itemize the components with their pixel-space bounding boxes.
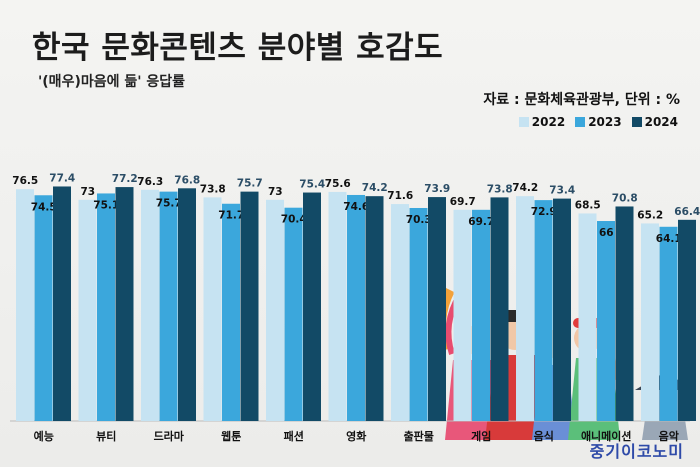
bar-2024-드라마 [178, 188, 196, 421]
bar-2024-음식 [553, 198, 571, 421]
data-label-2023-웹툰: 71.7 [218, 210, 244, 222]
bar-2023-영화 [347, 194, 365, 421]
bar-2023-예능 [34, 195, 53, 421]
category-label-패션: 패션 [284, 429, 304, 443]
data-label-2022-음식: 74.2 [512, 182, 538, 194]
category-label-애니메이션: 애니메이션 [581, 429, 632, 443]
bar-2024-예능 [53, 186, 71, 421]
category-label-음악: 음악 [659, 430, 679, 443]
legend: 2022 2023 2024 [518, 115, 678, 129]
data-label-2022-웹툰: 73.8 [200, 183, 226, 195]
legend-swatch-2022 [518, 117, 529, 127]
bar-2024-출판물 [428, 197, 446, 421]
data-label-2023-패션: 70.4 [281, 214, 307, 226]
data-label-2023-예능: 74.5 [31, 201, 57, 213]
bar-2024-애니메이션 [615, 206, 634, 421]
legend-label-2022: 2022 [531, 115, 566, 129]
data-label-2024-웹툰: 75.7 [237, 178, 263, 190]
data-label-2024-출판물: 73.9 [424, 183, 450, 195]
bar-2022-드라마 [141, 189, 159, 421]
data-label-2024-드라마: 76.8 [174, 174, 200, 186]
bar-2022-영화 [328, 191, 347, 421]
data-label-2024-예능: 77.4 [49, 172, 75, 184]
legend-swatch-2023 [575, 117, 586, 127]
bar-2022-예능 [16, 189, 34, 421]
data-label-2023-음식: 72.9 [531, 206, 557, 218]
data-label-2023-출판물: 70.3 [406, 214, 432, 226]
bar-2022-웹툰 [203, 197, 222, 421]
category-label-영화: 영화 [346, 429, 366, 443]
legend-label-2023: 2023 [588, 115, 622, 129]
bar-2022-뷰티 [78, 199, 97, 421]
bar-2024-웹툰 [240, 191, 259, 421]
data-label-2022-예능: 76.5 [12, 175, 38, 187]
category-label-게임: 게임 [471, 429, 491, 443]
data-label-2022-게임: 69.7 [450, 196, 476, 208]
bar-2023-음악 [659, 226, 678, 421]
bar-2023-게임 [472, 209, 490, 421]
chart-title: 한국 문화콘텐츠 분야별 호감도 [32, 30, 444, 66]
bar-2024-음악 [678, 219, 696, 421]
legend-label-2024: 2024 [644, 115, 678, 129]
data-label-2023-뷰티: 75.1 [93, 199, 119, 211]
category-label-음식: 음식 [534, 429, 554, 443]
category-label-뷰티: 뷰티 [96, 429, 116, 443]
bar-2022-애니메이션 [578, 213, 597, 421]
legend-item-2024: 2024 [631, 115, 678, 129]
bar-2022-음식 [516, 196, 534, 421]
data-label-2023-드라마: 75.7 [156, 198, 182, 210]
bar-2024-게임 [490, 197, 509, 421]
data-label-2022-드라마: 76.3 [137, 176, 163, 188]
data-label-2024-음식: 73.4 [549, 185, 575, 197]
category-label-예능: 예능 [34, 429, 54, 443]
legend-item-2022: 2022 [518, 115, 566, 129]
data-label-2024-뷰티: 77.2 [112, 173, 138, 185]
category-label-출판물: 출판물 [404, 429, 434, 443]
bar-2023-드라마 [159, 191, 178, 421]
category-label-드라마: 드라마 [154, 429, 185, 443]
data-label-2024-영화: 74.2 [362, 182, 388, 194]
bar-2023-패션 [284, 207, 303, 421]
bar-2023-출판물 [409, 207, 428, 421]
bar-2022-음악 [641, 223, 659, 421]
brand-logo: 중기이코노미 [589, 442, 684, 461]
data-label-2024-게임: 73.8 [487, 183, 513, 195]
data-label-2022-음악: 65.2 [637, 209, 663, 221]
bar-2022-출판물 [391, 204, 409, 421]
bar-2023-뷰티 [97, 193, 115, 421]
bar-2023-애니메이션 [597, 221, 615, 421]
data-label-2022-애니메이션: 68.5 [575, 199, 601, 211]
data-label-2022-출판물: 71.6 [387, 190, 413, 202]
data-label-2022-영화: 75.6 [325, 178, 351, 190]
data-label-2023-게임: 69.7 [468, 216, 494, 228]
bar-2022-패션 [266, 199, 284, 421]
source-note: 자료 : 문화체육관광부, 단위 : % [483, 92, 680, 108]
bar-2024-뷰티 [115, 187, 134, 421]
data-label-2024-음악: 66.4 [674, 206, 700, 218]
bar-2023-웹툰 [222, 203, 240, 421]
data-label-2024-패션: 75.4 [299, 179, 325, 191]
legend-item-2023: 2023 [575, 115, 622, 129]
category-label-웹툰: 웹툰 [221, 429, 241, 443]
bar-2022-게임 [453, 209, 472, 421]
legend-swatch-2024 [631, 117, 642, 127]
data-label-2023-애니메이션: 66 [599, 227, 614, 239]
bar-2024-영화 [365, 196, 384, 421]
bar-2024-패션 [303, 192, 321, 421]
chart-subtitle: '(매우)마음에 듦' 응답률 [38, 74, 186, 90]
data-label-2024-애니메이션: 70.8 [612, 192, 638, 204]
bar-2023-음식 [534, 200, 553, 421]
data-label-2023-영화: 74.6 [343, 201, 369, 213]
data-label-2022-뷰티: 73 [80, 186, 95, 198]
data-label-2023-음악: 64.1 [656, 233, 682, 245]
data-label-2022-패션: 73 [268, 186, 283, 198]
